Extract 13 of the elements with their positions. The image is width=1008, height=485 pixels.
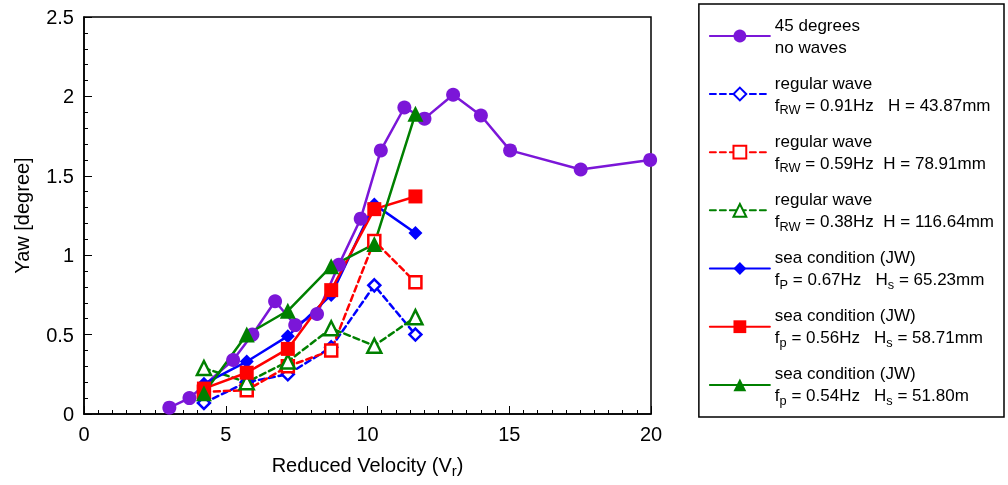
- y-tick-label: 2: [62, 85, 74, 108]
- y-axis-title: Yaw [degree]: [11, 157, 33, 274]
- x-tick-label: 5: [220, 423, 232, 445]
- y-tick-label: 0: [62, 403, 74, 425]
- x-tick-label: 10: [356, 423, 379, 445]
- y-tick-label: 0.5: [46, 323, 74, 346]
- y-tick-label: 2.5: [46, 6, 74, 28]
- y-tick-label: 1.5: [46, 164, 74, 187]
- y-tick-label: 1: [62, 244, 74, 267]
- legend-label: 45 degrees no waves: [774, 15, 860, 57]
- x-tick-label: 0: [78, 423, 90, 445]
- x-tick-label: 20: [639, 423, 663, 445]
- x-tick-label: 15: [498, 423, 521, 445]
